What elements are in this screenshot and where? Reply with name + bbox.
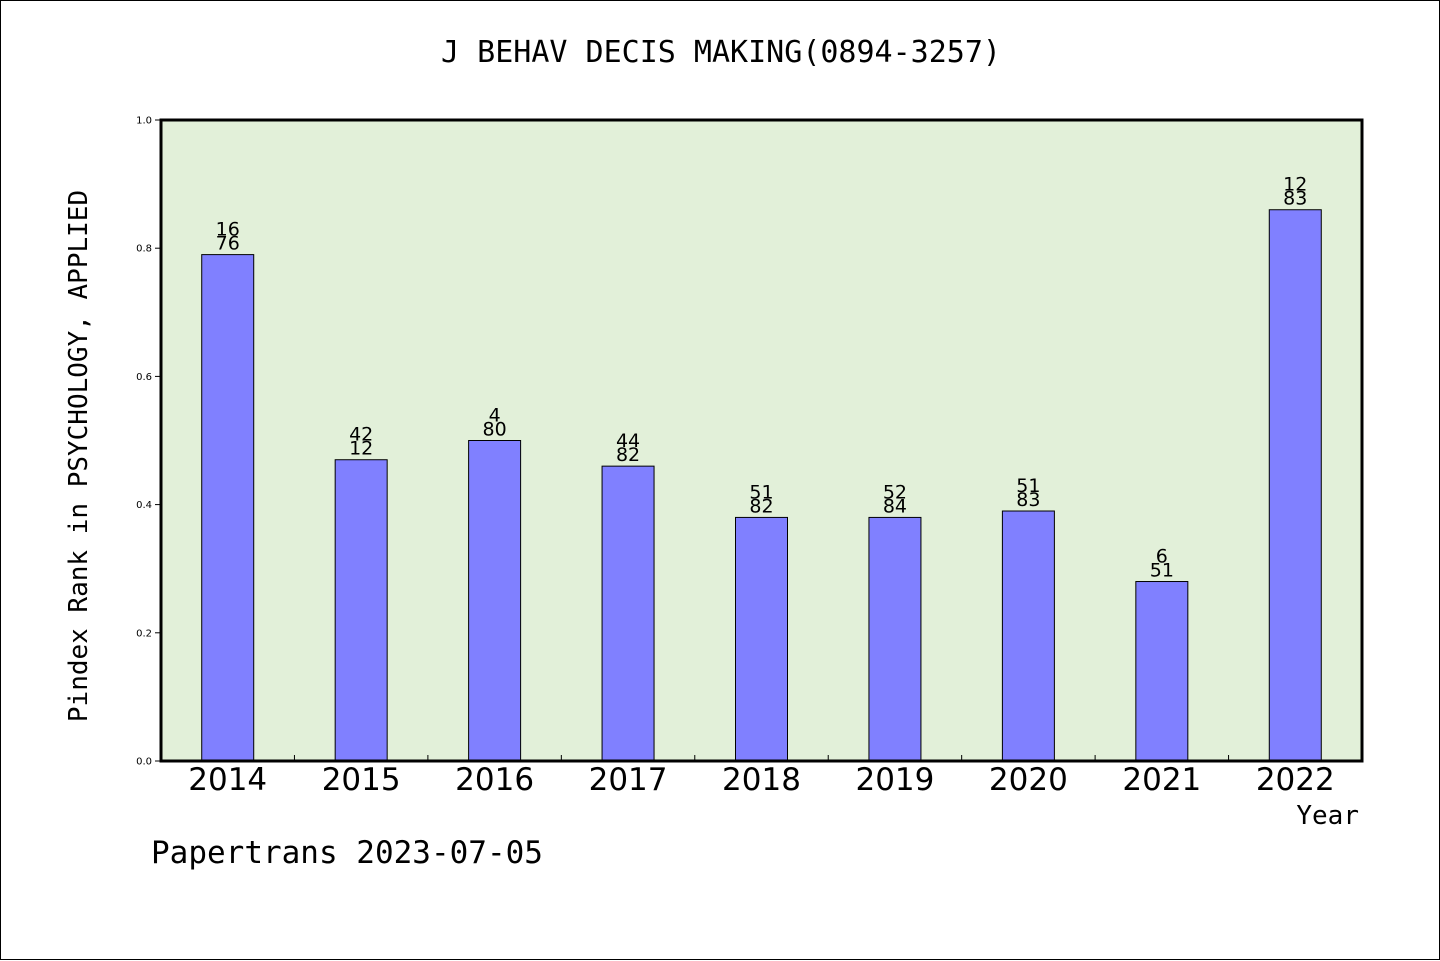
bar-label-top: 51	[1016, 475, 1040, 497]
bar-label-bottom: 82	[616, 444, 640, 466]
x-tick-label: 2019	[855, 762, 934, 798]
plot-frame	[159, 118, 1364, 763]
bar-label-bottom: 80	[483, 419, 507, 441]
x-tick-label: 2015	[322, 762, 401, 798]
bar-label-top: 6	[1156, 546, 1168, 568]
x-tick-label: 2020	[989, 762, 1068, 798]
x-tick-label: 2017	[589, 762, 668, 798]
x-tick-label: 2021	[1122, 762, 1201, 798]
bar-label-top: 4	[489, 405, 501, 427]
x-tick-label: 2022	[1256, 762, 1335, 798]
bar-label-bottom: 82	[749, 495, 773, 517]
bar-label-top: 51	[749, 481, 773, 503]
y-tick-label: 0.4	[136, 500, 152, 511]
bar	[601, 465, 655, 762]
bar	[1135, 581, 1189, 762]
bar-label-top: 42	[349, 424, 373, 446]
x-tick-label: 2016	[455, 762, 534, 798]
y-tick-label: 0.0	[136, 757, 152, 768]
bar	[468, 440, 522, 762]
bar-label-bottom: 84	[883, 495, 907, 517]
bar-label-bottom: 83	[1283, 188, 1307, 210]
x-tick-label: 2018	[722, 762, 801, 798]
x-tick-label: 2014	[188, 762, 267, 798]
bar-label-bottom: 83	[1016, 489, 1040, 511]
bar	[1001, 510, 1055, 762]
bar-label-bottom: 76	[216, 233, 240, 255]
chart-title: J BEHAV DECIS MAKING(0894-3257)	[441, 35, 1001, 70]
y-tick-label: 0.8	[136, 244, 152, 255]
footer-note: Papertrans 2023-07-05	[151, 835, 543, 871]
bar	[201, 254, 255, 762]
bar	[868, 516, 922, 762]
bar-label-top: 12	[1283, 174, 1307, 196]
y-tick-label: 0.6	[136, 372, 152, 383]
x-axis-label: Year	[1296, 801, 1359, 831]
bar	[735, 516, 788, 762]
bar	[334, 459, 388, 762]
bar-label-top: 16	[216, 219, 240, 241]
y-tick-label: 0.2	[136, 628, 152, 639]
bar-label-bottom: 51	[1150, 560, 1174, 582]
bar-label-top: 52	[883, 481, 907, 503]
bar	[1268, 209, 1322, 762]
bar-label-bottom: 12	[349, 438, 373, 460]
bar-label-top: 44	[616, 430, 640, 452]
y-tick-label: 1.0	[136, 116, 152, 127]
